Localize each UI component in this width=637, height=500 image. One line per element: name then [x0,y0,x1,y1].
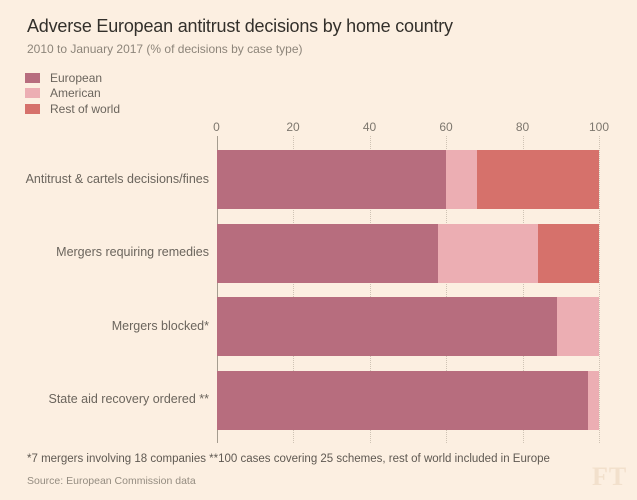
x-axis-tick-label: 20 [286,120,300,134]
legend-label: European [50,70,103,85]
legend-swatch-icon [25,103,40,114]
legend-swatch-icon [25,88,40,99]
gridline [599,136,600,443]
chart-subtitle: 2010 to January 2017 (% of decisions by … [27,42,303,56]
gridline [369,136,371,443]
legend: European American Rest of world [25,70,120,117]
chart-title: Adverse European antitrust decisions by … [27,16,453,36]
x-axis-tick-label: 0 [213,120,220,134]
bar-segment-rest-of-world [537,223,599,283]
zero-axis-line [216,136,218,443]
source-note: Source: European Commission data [27,475,196,487]
legend-item: European [25,70,120,86]
footnote: *7 mergers involving 18 companies **100 … [27,453,550,465]
legend-label: Rest of world [50,101,121,116]
x-axis-tick-label: 100 [588,120,610,134]
x-axis-tick-label: 60 [439,120,453,134]
x-axis-tick-label: 80 [515,120,530,134]
legend-swatch-icon [25,72,40,83]
legend-item: Rest of world [25,101,120,117]
category-label: State aid recovery ordered ** [48,392,209,407]
bar-segment-american [556,297,599,356]
legend-item: American [25,86,120,102]
bar-segment-rest-of-world [476,150,599,209]
legend-label: American [50,86,101,101]
gridline [293,136,294,443]
category-label: Antitrust & cartels decisions/fines [25,171,209,186]
bar-segment-european [216,297,557,356]
bar-segment-european [216,370,588,430]
bar-segment-european [216,223,439,283]
bar-segment-american [446,150,477,209]
bar-segment-american [438,223,538,283]
bar-segment-european [216,150,446,209]
category-label: Mergers requiring remedies [56,245,209,260]
gridline [522,136,524,443]
x-axis-tick-label: 40 [362,120,377,134]
ft-logo: FT [592,462,628,491]
bar-segment-american [587,370,599,430]
category-label: Mergers blocked* [111,318,209,333]
gridline [446,136,447,443]
